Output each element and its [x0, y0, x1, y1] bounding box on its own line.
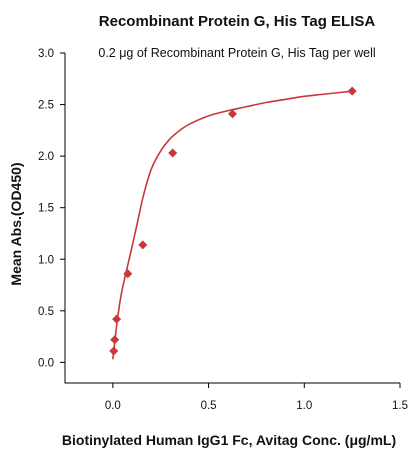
x-tick-label: 0.0 [105, 400, 121, 412]
data-point-marker [123, 269, 133, 279]
data-markers [109, 86, 357, 356]
y-tick-label: 1.5 [38, 203, 54, 215]
chart-title: Recombinant Protein G, His Tag ELISA [99, 13, 376, 30]
x-tick-label: 1.0 [296, 400, 312, 412]
x-tick-label: 1.5 [392, 400, 408, 412]
y-axis: 0.0 0.5 1.0 1.5 2.0 2.5 3.0 [38, 48, 65, 369]
data-point-marker [110, 335, 120, 345]
data-point-marker [109, 346, 119, 356]
axes [64, 53, 400, 384]
y-tick-label: 0.5 [38, 306, 54, 318]
y-tick-label: 2.5 [38, 100, 54, 112]
data-point-marker [168, 148, 178, 158]
x-tick-label: 0.5 [201, 400, 217, 412]
y-tick-label: 3.0 [38, 48, 54, 60]
plot-area: 0.0 0.5 1.0 1.5 0.0 0.5 1.0 1.5 2.0 2.5 3.0 [38, 48, 408, 412]
y-axis-label: Mean Abs.(OD450) [8, 162, 24, 285]
x-axis: 0.0 0.5 1.0 1.5 [105, 383, 408, 412]
data-point-marker [347, 86, 357, 96]
chart-subtitle: 0.2 μg of Recombinant Protein G, His Tag… [98, 46, 375, 60]
data-point-marker [138, 240, 148, 250]
y-tick-label: 0.0 [38, 357, 54, 369]
data-point-marker [228, 109, 237, 119]
y-tick-label: 2.0 [38, 151, 54, 163]
data-point-marker [112, 314, 122, 324]
x-axis-label: Biotinylated Human IgG1 Fc, Avitag Conc.… [62, 432, 396, 448]
fit-curve [112, 90, 353, 360]
y-tick-label: 1.0 [38, 254, 54, 266]
